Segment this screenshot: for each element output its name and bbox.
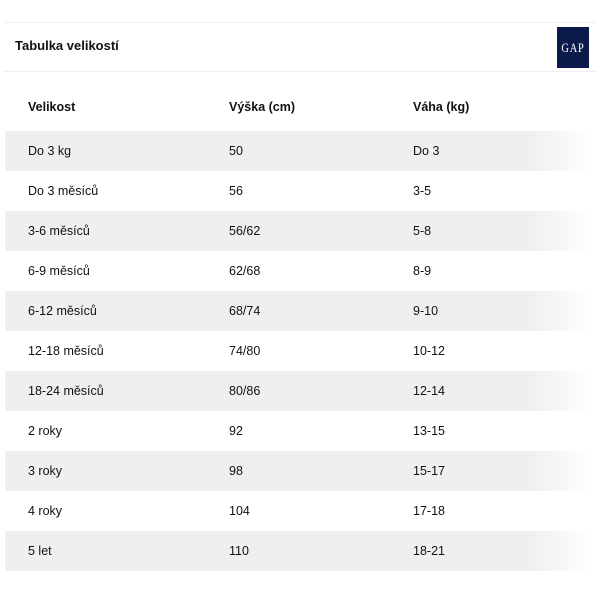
cell-weight: 17-18 <box>413 504 445 518</box>
cell-height: 104 <box>229 504 250 518</box>
cell-height: 110 <box>229 544 249 558</box>
cell-weight: 9-10 <box>413 304 439 318</box>
table-row: 6-12 měsíců 68/74 9-10 <box>5 291 600 331</box>
cell-weight: 12-14 <box>413 384 445 398</box>
cell-size: 6-12 měsíců <box>28 304 97 318</box>
cell-size: Do 3 měsíců <box>28 184 99 198</box>
table-row: 4 roky 104 17-18 <box>5 491 600 531</box>
table-row: 3 roky 98 15-17 <box>5 451 600 491</box>
table-row: 5 let 110 18-21 <box>5 531 600 571</box>
cell-weight: 10-12 <box>413 344 445 358</box>
cell-weight: Do 3 <box>413 144 440 158</box>
table-row: 3-6 měsíců 56/62 5-8 <box>5 211 600 251</box>
cell-size: 5 let <box>28 544 52 558</box>
cell-weight: 8-9 <box>413 264 432 278</box>
cell-size: 6-9 měsíců <box>28 264 90 278</box>
table-row: Do 3 měsíců 56 3-5 <box>5 171 600 211</box>
column-header-weight: Váha (kg) <box>413 100 470 114</box>
column-header-height: Výška (cm) <box>229 100 296 114</box>
cell-height: 50 <box>229 144 243 158</box>
cell-height: 98 <box>229 464 243 478</box>
cell-weight: 13-15 <box>413 424 445 438</box>
cell-height: 68/74 <box>229 304 261 318</box>
table-row: Do 3 kg 50 Do 3 <box>5 131 600 171</box>
header-bar: Tabulka velikostí GAP <box>4 22 596 72</box>
cell-weight: 15-17 <box>413 464 445 478</box>
table-header: Velikost Výška (cm) Váha (kg) <box>0 100 600 120</box>
cell-height: 62/68 <box>229 264 261 278</box>
cell-size: Do 3 kg <box>28 144 72 158</box>
cell-height: 92 <box>229 424 243 438</box>
cell-size: 4 roky <box>28 504 63 518</box>
cell-size: 18-24 měsíců <box>28 384 104 398</box>
cell-height: 56/62 <box>229 224 261 238</box>
cell-weight: 3-5 <box>413 184 432 198</box>
cell-height: 56 <box>229 184 243 198</box>
cell-weight: 5-8 <box>413 224 432 238</box>
table-row: 6-9 měsíců 62/68 8-9 <box>5 251 600 291</box>
table-row: 18-24 měsíců 80/86 12-14 <box>5 371 600 411</box>
gap-logo: GAP <box>557 27 589 68</box>
table-row: 2 roky 92 13-15 <box>5 411 600 451</box>
page-title: Tabulka velikostí <box>15 38 119 53</box>
table-row: 12-18 měsíců 74/80 10-12 <box>5 331 600 371</box>
cell-size: 3 roky <box>28 464 63 478</box>
size-table-body: Do 3 kg 50 Do 3 Do 3 měsíců 56 3-5 3-6 měsíců 5… <box>5 131 600 571</box>
column-header-size: Velikost <box>28 100 76 114</box>
cell-size: 3-6 měsíců <box>28 224 90 238</box>
cell-height: 80/86 <box>229 384 261 398</box>
cell-weight: 18-21 <box>413 544 445 558</box>
cell-size: 12-18 měsíců <box>28 344 104 358</box>
cell-size: 2 roky <box>28 424 63 438</box>
cell-height: 74/80 <box>229 344 261 358</box>
